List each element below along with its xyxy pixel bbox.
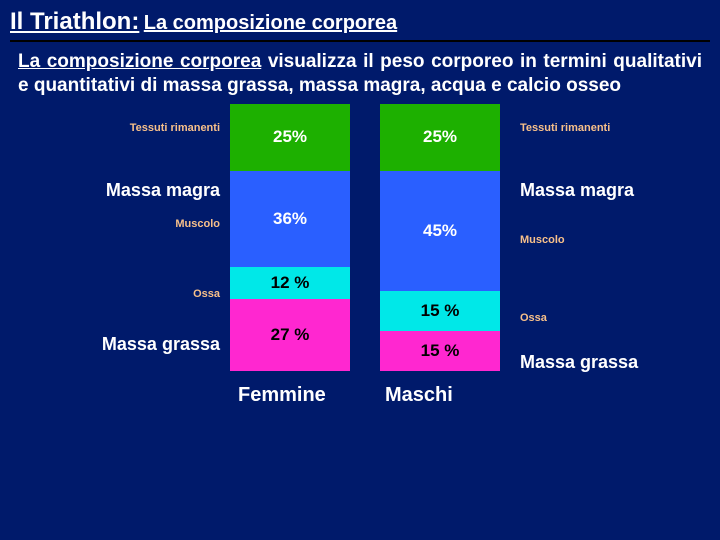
bar-female: 25%36%12 %27 % — [230, 104, 350, 372]
label-right-tessuti: Tessuti rimanenti — [520, 122, 610, 134]
col-female-seg-0: 25% — [230, 104, 350, 171]
col-male-seg-2: 15 % — [380, 291, 500, 331]
description: La composizione corporea visualizza il p… — [0, 50, 720, 104]
bar-male: 25%45%15 %15 % — [380, 104, 500, 372]
label-left-muscolo: Muscolo — [175, 218, 220, 230]
label-right-muscolo: Muscolo — [520, 234, 565, 246]
label-right-massa-magra: Massa magra — [520, 180, 634, 201]
slide: Il Triathlon: La composizione corporea L… — [0, 0, 720, 540]
col-male-seg-1: 45% — [380, 171, 500, 292]
label-left-massa-grassa: Massa grassa — [102, 334, 220, 355]
col-female-seg-1: 36% — [230, 171, 350, 267]
caption-female: Femmine — [238, 384, 326, 426]
col-female-seg-3: 27 % — [230, 299, 350, 371]
description-bold: La composizione corporea — [18, 51, 261, 72]
title-block: Il Triathlon: La composizione corporea — [0, 0, 720, 42]
caption-male: Maschi — [385, 384, 453, 426]
col-male-seg-3: 15 % — [380, 331, 500, 371]
label-right-massa-grassa: Massa grassa — [520, 352, 638, 373]
label-left-tessuti: Tessuti rimanenti — [130, 122, 220, 134]
chart-area: Tessuti rimanenti Massa magra Muscolo Os… — [50, 104, 670, 424]
label-right-ossa: Ossa — [520, 312, 547, 324]
label-left-massa-magra: Massa magra — [106, 180, 220, 201]
title-suffix: La composizione corporea — [144, 12, 397, 34]
col-female-seg-2: 12 % — [230, 267, 350, 299]
title-prefix: Il Triathlon: — [10, 8, 139, 35]
col-male-seg-0: 25% — [380, 104, 500, 171]
label-left-ossa: Ossa — [193, 288, 220, 300]
title-rule — [10, 40, 710, 42]
